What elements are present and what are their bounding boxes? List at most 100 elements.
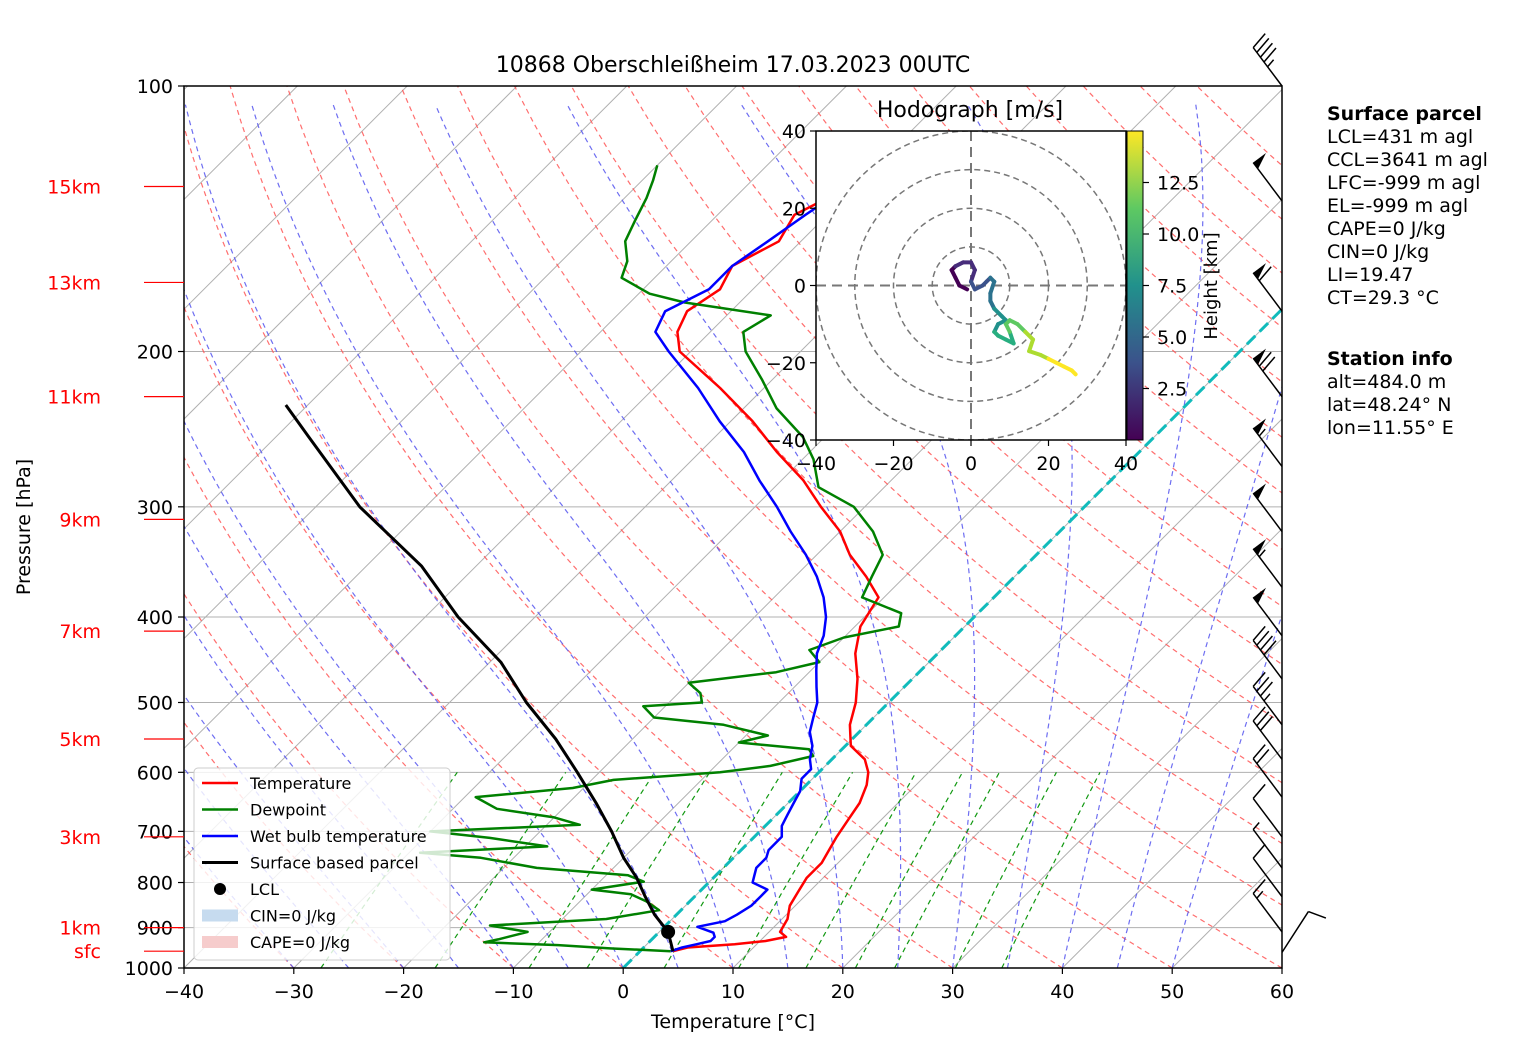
legend-label: CAPE=0 J/kg bbox=[250, 933, 350, 952]
barb-full bbox=[1256, 711, 1270, 727]
hodograph-segment bbox=[1027, 337, 1035, 354]
series-line bbox=[654, 179, 852, 953]
lcl-marker bbox=[661, 924, 676, 939]
info-line: alt=484.0 m bbox=[1327, 371, 1447, 393]
colorbar-tick-label: 10.0 bbox=[1157, 224, 1199, 246]
barb-full bbox=[1258, 266, 1272, 282]
height-label: 3km bbox=[59, 827, 101, 849]
chart-title: 10868 Oberschleißheim 17.03.2023 00UTC bbox=[496, 53, 971, 78]
wind-barbs bbox=[1252, 33, 1327, 953]
legend-swatch bbox=[214, 883, 226, 895]
wind-barb bbox=[1252, 783, 1283, 838]
moist-adiabat bbox=[1171, 613, 1282, 968]
info-line: EL=-999 m agl bbox=[1327, 195, 1469, 217]
x-tick-label: 30 bbox=[941, 981, 965, 1003]
barb-flag bbox=[1253, 418, 1266, 435]
barb-full bbox=[1263, 47, 1277, 63]
barb-staff bbox=[1252, 758, 1283, 798]
colorbar-tick-label: 7.5 bbox=[1157, 276, 1187, 298]
hodograph-title: Hodograph [m/s] bbox=[877, 98, 1063, 123]
x-tick-label: −30 bbox=[274, 981, 314, 1003]
hodograph-y-tick-label: −40 bbox=[766, 430, 806, 452]
y-tick-label: 800 bbox=[137, 873, 173, 895]
mixing-ratio-line bbox=[954, 772, 1057, 968]
x-tick-label: −40 bbox=[164, 981, 204, 1003]
barb-full bbox=[1252, 625, 1266, 641]
isotherm-line bbox=[184, 86, 628, 530]
colorbar-tick-label: 2.5 bbox=[1157, 379, 1187, 401]
isotherm-line bbox=[513, 198, 1282, 968]
station-info: Station info alt=484.0 m lat=48.24° N lo… bbox=[1327, 348, 1454, 440]
info-line: CCL=3641 m agl bbox=[1327, 149, 1488, 171]
info-line: CT=29.3 °C bbox=[1327, 287, 1439, 309]
barb-staff bbox=[1252, 857, 1283, 898]
colorbar-tick-label: 5.0 bbox=[1157, 327, 1187, 349]
barb-full bbox=[1256, 37, 1270, 53]
x-axis-label: Temperature [°C] bbox=[650, 1011, 815, 1033]
barb-full bbox=[1252, 843, 1266, 859]
x-tick-label: −10 bbox=[493, 981, 533, 1003]
height-label: 15km bbox=[47, 176, 101, 198]
hodograph-segment bbox=[1069, 368, 1078, 377]
y-axis-label: Pressure [hPa] bbox=[13, 459, 35, 595]
barb-staff bbox=[1252, 639, 1283, 680]
barb-staff bbox=[1252, 685, 1283, 726]
dry-adiabat bbox=[184, 721, 405, 968]
barb-half bbox=[1252, 821, 1260, 830]
barb-full bbox=[1252, 706, 1266, 722]
x-tick-label: 20 bbox=[831, 981, 855, 1003]
moist-adiabat bbox=[1116, 384, 1282, 968]
height-label: 9km bbox=[59, 509, 101, 531]
wind-barb bbox=[1252, 671, 1283, 726]
dry-adiabat bbox=[229, 86, 953, 968]
mixing-ratio-line bbox=[434, 771, 567, 968]
info-line: LCL=431 m agl bbox=[1327, 126, 1474, 148]
legend: Temperature Dewpoint Wet bulb temperature S… bbox=[193, 767, 451, 961]
height-label: 5km bbox=[59, 729, 101, 751]
dry-adiabat bbox=[457, 86, 1282, 906]
hodograph: Hodograph [m/s] −40−40 −20 −20 0 0 20 20 40 40 2.… bbox=[766, 98, 1222, 475]
height-label: 13km bbox=[47, 272, 101, 294]
isotherm-line bbox=[732, 418, 1282, 968]
moist-adiabat bbox=[1061, 104, 1204, 968]
barb-flag bbox=[1253, 152, 1266, 169]
mixing-ratio-line bbox=[663, 771, 783, 968]
wind-barb bbox=[1252, 587, 1283, 637]
barb-full bbox=[1256, 630, 1270, 646]
barb-full bbox=[1252, 783, 1266, 799]
wind-barb bbox=[1252, 539, 1283, 588]
hodograph-x-tick-label: 40 bbox=[1114, 453, 1138, 475]
barb-full bbox=[1256, 676, 1270, 692]
legend-label: Surface based parcel bbox=[250, 854, 419, 873]
y-tick-label: 200 bbox=[137, 342, 173, 364]
legend-label: Temperature bbox=[249, 774, 351, 793]
barb-full bbox=[1252, 671, 1266, 687]
moist-adiabat bbox=[184, 524, 514, 968]
wind-barb bbox=[1252, 821, 1283, 869]
colorbar-label: Height [km] bbox=[1201, 232, 1222, 339]
mixing-ratio-line bbox=[894, 772, 1000, 968]
hodograph-x-tick-label: −40 bbox=[796, 453, 836, 475]
legend-swatch bbox=[202, 909, 238, 922]
y-tick-label: 700 bbox=[137, 821, 173, 843]
wind-barb bbox=[1252, 348, 1283, 398]
station-info-header: Station info bbox=[1327, 348, 1453, 370]
wind-barb bbox=[1252, 843, 1283, 898]
wind-barb bbox=[1252, 483, 1283, 532]
dry-adiabat bbox=[400, 86, 1282, 968]
hodograph-y-tick-label: −20 bbox=[766, 353, 806, 375]
dry-adiabat bbox=[343, 86, 1173, 968]
dry-adiabat bbox=[855, 86, 1282, 494]
barb-staff bbox=[1252, 720, 1283, 760]
mixing-ratio-line bbox=[805, 772, 917, 968]
barb-full bbox=[1252, 744, 1266, 760]
dry-adiabat bbox=[184, 456, 624, 968]
x-tick-label: 50 bbox=[1160, 981, 1184, 1003]
barb-flag bbox=[1253, 348, 1266, 365]
moist-adiabat bbox=[184, 288, 624, 968]
barb-full bbox=[1259, 716, 1273, 732]
surface-parcel-header: Surface parcel bbox=[1327, 103, 1482, 125]
freezing-level-line bbox=[622, 307, 1282, 968]
mixing-ratio-line bbox=[1001, 772, 1101, 968]
barb-staff bbox=[1252, 829, 1283, 869]
